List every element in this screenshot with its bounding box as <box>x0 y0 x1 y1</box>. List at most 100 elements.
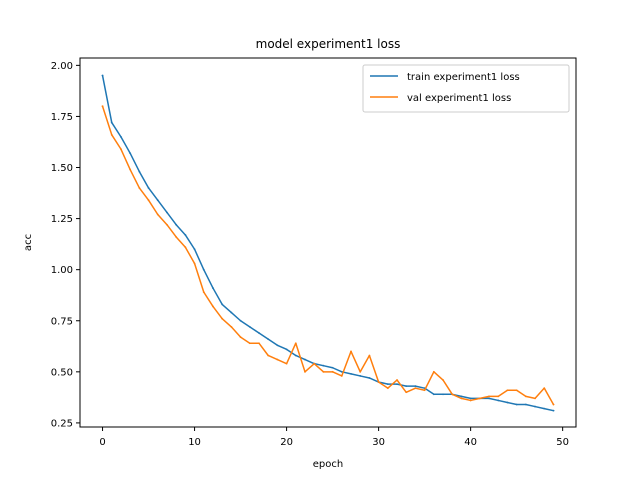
series-0-point-5 <box>147 187 150 189</box>
series-0-point-34 <box>414 385 417 388</box>
series-line-1 <box>101 105 555 406</box>
series-1-point-39 <box>460 397 463 400</box>
series-1-point-5 <box>147 199 150 202</box>
series-0-point-27 <box>350 372 352 375</box>
series-0-point-20 <box>285 348 288 351</box>
series-1-point-28 <box>359 370 362 373</box>
series-0-point-2 <box>120 135 122 138</box>
series-1-point-38 <box>451 393 454 396</box>
series-0-point-26 <box>340 370 343 373</box>
series-0-point-6 <box>156 199 159 202</box>
y-tick-label: 1.25 <box>51 214 73 225</box>
series-0-point-21 <box>294 354 297 357</box>
series-1-point-36 <box>432 370 435 373</box>
legend-label-val: val experiment1 loss <box>407 93 511 104</box>
series-0-point-17 <box>258 332 260 334</box>
series-1-point-31 <box>386 387 389 390</box>
series-0-point-9 <box>184 234 187 236</box>
series-1-point-34 <box>414 387 417 390</box>
series-1-point-15 <box>239 336 242 338</box>
series-1-point-14 <box>230 325 233 328</box>
series-1-point-30 <box>377 381 380 383</box>
series-1-point-19 <box>276 358 279 361</box>
series-1-point-25 <box>331 370 334 373</box>
series-0-point-37 <box>442 393 444 396</box>
x-tick-label: 10 <box>188 437 201 448</box>
series-0-point-4 <box>138 170 141 173</box>
y-tick-label: 1.75 <box>51 112 73 123</box>
series-0-point-36 <box>432 393 435 396</box>
legend-box <box>362 64 570 113</box>
series-1-point-3 <box>129 168 132 171</box>
series-0-point-10 <box>193 248 196 251</box>
series-0-point-22 <box>304 358 306 361</box>
chart-title: model experiment1 loss <box>256 37 401 51</box>
series-1-point-23 <box>313 362 316 365</box>
axes <box>79 57 577 428</box>
series-0-point-44 <box>506 401 509 404</box>
series-0-point-19 <box>276 344 279 347</box>
series-1-point-9 <box>184 246 187 249</box>
series-0-point-47 <box>534 405 536 408</box>
series-1-point-49 <box>552 403 555 406</box>
series-1-point-7 <box>166 223 168 226</box>
series-1-point-0 <box>101 105 104 108</box>
series-1-point-11 <box>202 291 205 294</box>
series-1-point-13 <box>221 317 224 320</box>
series-0-point-29 <box>368 377 371 379</box>
series-0-point-11 <box>202 268 205 271</box>
series-1-point-4 <box>138 187 141 189</box>
series-0-point-46 <box>524 403 527 406</box>
series-1-point-1 <box>110 133 113 136</box>
series-0-point-39 <box>460 395 463 398</box>
series-1-point-48 <box>543 387 546 390</box>
y-tick-label: 2.00 <box>51 61 73 72</box>
y-tick-label: 0.25 <box>51 418 73 429</box>
series-1-point-29 <box>368 354 371 357</box>
axes-frame <box>79 57 577 428</box>
series-1-point-33 <box>405 391 408 394</box>
series-0-point-31 <box>386 383 389 385</box>
plot-lines <box>101 74 555 412</box>
legend: train experiment1 loss val experiment1 l… <box>362 64 570 113</box>
y-tick-label: 0.75 <box>51 316 73 327</box>
series-0-point-48 <box>543 407 546 410</box>
series-1-point-37 <box>442 379 444 381</box>
y-ticks: 0.25 0.50 0.75 1.00 1.25 1.50 1.75 2.00 <box>51 61 80 429</box>
series-1-point-24 <box>322 370 325 373</box>
x-tick-label: 30 <box>372 437 385 448</box>
series-0-point-40 <box>469 397 472 400</box>
series-1-point-35 <box>423 389 426 392</box>
series-1-point-10 <box>193 262 196 265</box>
series-1-point-22 <box>304 370 306 373</box>
series-0-point-8 <box>175 223 178 226</box>
series-1-point-18 <box>267 354 270 357</box>
series-0-point-18 <box>267 338 270 341</box>
series-1-point-43 <box>497 395 500 398</box>
x-tick-label: 50 <box>556 437 569 448</box>
series-0-point-32 <box>396 383 398 385</box>
series-0-point-3 <box>129 152 132 155</box>
series-1-point-40 <box>469 399 472 402</box>
y-tick-label: 1.50 <box>51 163 73 174</box>
x-tick-label: 20 <box>280 437 293 448</box>
y-axis-label: acc <box>23 234 34 251</box>
series-0-point-25 <box>331 366 334 369</box>
series-1-point-20 <box>285 362 288 365</box>
series-1-point-12 <box>212 305 214 308</box>
series-0-point-12 <box>212 287 214 289</box>
series-1-point-41 <box>478 397 481 400</box>
x-tick-label: 0 <box>99 437 105 448</box>
series-0-point-16 <box>248 325 251 328</box>
series-1-point-42 <box>488 395 490 398</box>
series-0-point-43 <box>497 399 500 402</box>
series-1-point-2 <box>120 148 122 151</box>
series-0-point-24 <box>322 364 325 367</box>
series-1-point-8 <box>175 236 178 238</box>
series-0-point-49 <box>552 409 555 412</box>
series-1-point-44 <box>506 389 509 392</box>
series-0-point-45 <box>515 403 518 406</box>
series-1-point-21 <box>294 342 297 345</box>
series-1-point-27 <box>350 350 352 353</box>
